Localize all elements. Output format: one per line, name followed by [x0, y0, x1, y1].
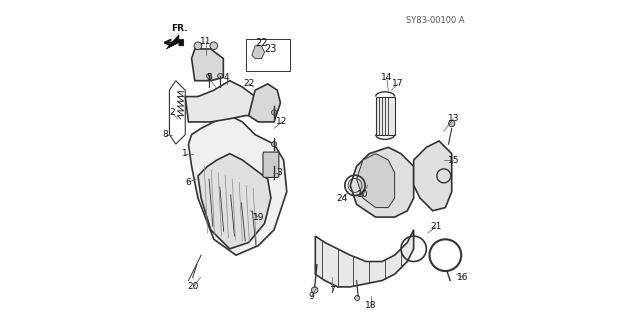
Text: 24: 24: [337, 194, 348, 203]
Bar: [245, 39, 290, 71]
Text: 11: 11: [200, 36, 211, 45]
Circle shape: [311, 287, 318, 293]
Polygon shape: [192, 49, 224, 81]
Circle shape: [218, 73, 223, 78]
Polygon shape: [166, 35, 183, 49]
Text: 22: 22: [255, 38, 268, 48]
Text: 21: 21: [430, 222, 441, 231]
Text: 19: 19: [252, 212, 264, 222]
Text: 17: 17: [392, 79, 404, 88]
Circle shape: [271, 142, 276, 147]
Text: 7: 7: [329, 285, 335, 295]
Text: 6: 6: [185, 178, 191, 187]
Text: 23: 23: [265, 44, 277, 54]
Polygon shape: [248, 84, 280, 122]
Text: 5: 5: [206, 73, 212, 82]
Text: SY83-00100 A: SY83-00100 A: [406, 16, 464, 25]
FancyBboxPatch shape: [263, 152, 279, 178]
Polygon shape: [252, 46, 264, 59]
Polygon shape: [413, 141, 452, 211]
Circle shape: [206, 73, 211, 78]
Text: 22: 22: [243, 79, 254, 88]
Text: 13: 13: [448, 114, 459, 123]
Text: 16: 16: [457, 273, 469, 282]
Polygon shape: [189, 116, 287, 255]
Circle shape: [210, 42, 218, 50]
Text: 14: 14: [381, 73, 392, 82]
Circle shape: [355, 295, 360, 300]
Text: 4: 4: [224, 73, 229, 82]
Text: 12: 12: [276, 117, 288, 126]
Text: 20: 20: [187, 282, 199, 292]
Polygon shape: [185, 81, 255, 122]
Polygon shape: [198, 154, 271, 249]
Text: 18: 18: [365, 301, 376, 310]
Polygon shape: [315, 230, 413, 287]
Text: 10: 10: [357, 190, 369, 199]
Circle shape: [194, 42, 202, 50]
Circle shape: [271, 110, 276, 115]
Text: 9: 9: [309, 292, 315, 301]
Text: 15: 15: [448, 156, 459, 164]
Polygon shape: [376, 97, 395, 135]
Text: 1: 1: [182, 149, 188, 158]
Polygon shape: [357, 154, 395, 208]
Text: FR.: FR.: [171, 24, 187, 33]
Polygon shape: [350, 147, 413, 217]
Text: 3: 3: [276, 168, 282, 177]
Text: 2: 2: [169, 108, 175, 117]
Circle shape: [448, 120, 455, 127]
Circle shape: [271, 170, 276, 175]
Text: 8: 8: [162, 130, 168, 139]
